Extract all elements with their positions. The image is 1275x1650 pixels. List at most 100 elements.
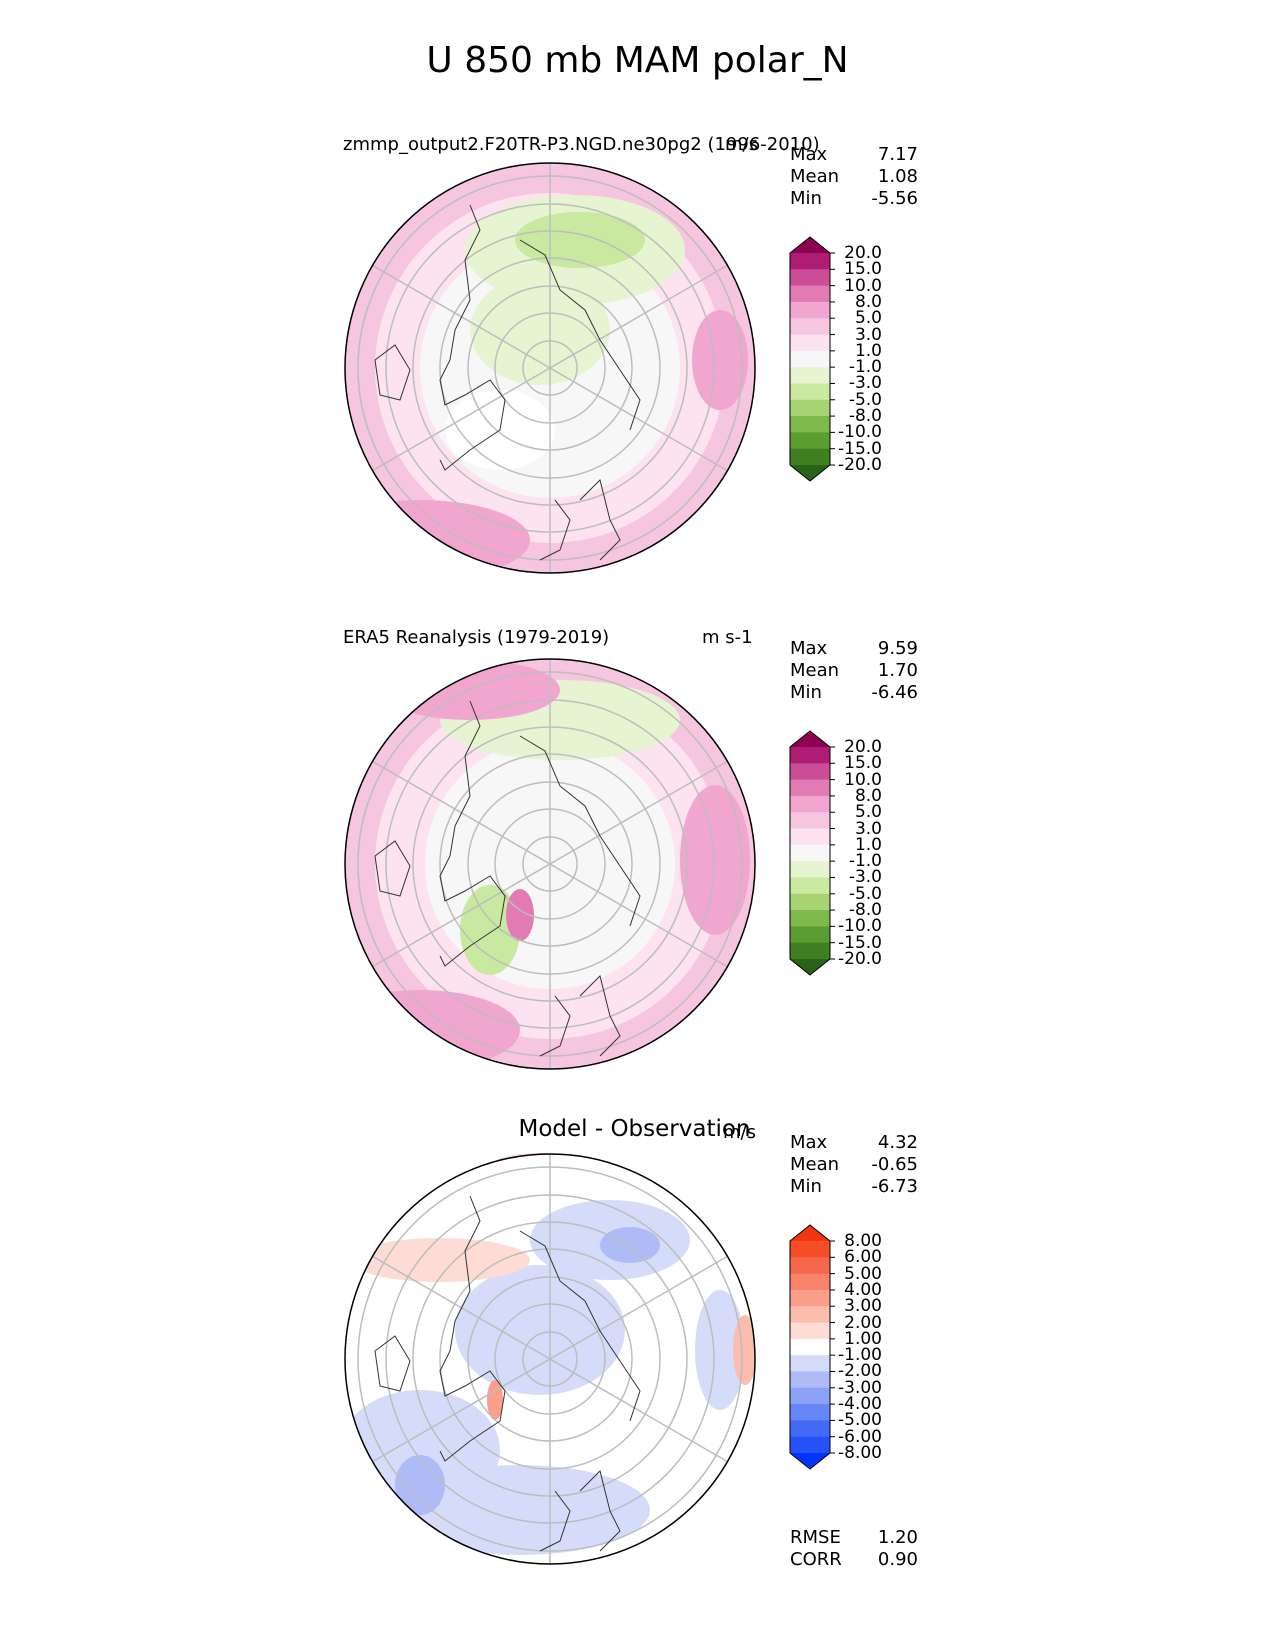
colorbar-segment [790,1420,830,1438]
colorbar-segment [790,861,830,878]
colorbar-segment [790,448,830,466]
colorbar-tick-label: 15.0 [844,259,882,280]
colorbar-segment [790,1436,830,1454]
panel-center-title: Model - Observation [518,1116,751,1142]
colorbar-tick-label: -8.0 [848,406,882,427]
colorbar-extend-min [790,959,830,975]
colorbar-segment [790,926,830,944]
colorbar-tick-label: -3.00 [838,1377,882,1398]
colorbar-segment [790,747,830,764]
colorbar-tick-label: 1.00 [844,1328,882,1349]
colorbar-segment [790,269,830,287]
colorbar-tick-label: 20.0 [844,737,882,757]
colorbar-segment [790,1289,830,1307]
colorbar-tick-label: 2.00 [844,1312,882,1333]
colorbar-tick-label: -3.0 [848,373,882,394]
colorbar-tick-label: -8.00 [838,1443,882,1463]
colorbar-segment [790,1322,830,1340]
colorbar-segment [790,763,830,781]
colorbar-segment [790,1387,830,1405]
colorbar-segment [790,416,830,433]
colorbar-tick-label: -5.0 [848,883,882,904]
colorbar-segment [790,399,830,417]
colorbar-tick-label: 3.00 [844,1296,882,1317]
colorbar-tick-label: -1.00 [838,1345,882,1366]
colorbar-tick-label: -5.0 [848,389,882,410]
panel-units: m/s [725,134,758,155]
colorbar-tick-label: 1.0 [854,834,882,855]
colorbar-tick-label: 8.0 [854,785,882,806]
colorbar-segment [790,877,830,895]
colorbar-tick-label: 6.00 [844,1247,882,1268]
colorbar-segment [790,301,830,319]
colorbar-segment [790,432,830,450]
colorbar-tick-label: -2.00 [838,1361,882,1382]
colorbar-tick-label: 5.0 [854,308,882,329]
colorbar-extend-max [790,237,830,253]
colorbar-tick-label: -8.0 [848,900,882,921]
colorbar-segment [790,1306,830,1324]
colorbar-tick-label: 15.0 [844,753,882,774]
colorbar-segment [790,844,830,862]
colorbar-tick-label: -10.0 [838,422,882,443]
colorbar-tick-label: 8.00 [844,1231,882,1251]
colorbar-segment [790,942,830,960]
colorbar-segment [790,910,830,927]
colorbar-segment [790,893,830,911]
colorbar-tick-label: 10.0 [844,275,882,296]
colorbar-tick-label: -20.0 [838,949,882,969]
colorbar-segment [790,367,830,384]
colorbar-tick-label: 20.0 [844,243,882,263]
colorbar-tick-label: 10.0 [844,769,882,790]
colorbar-tick-label: 3.0 [854,818,882,839]
colorbar-segment [790,828,830,846]
figure-title: U 850 mb MAM polar_N [426,40,849,81]
colorbar-tick-label: -4.00 [838,1394,882,1415]
colorbar-tick-label: -15.0 [838,438,882,459]
colorbar-segment [790,779,830,797]
colorbar-tick-label: 8.0 [854,291,882,312]
colorbar-segment [790,383,830,401]
colorbar-tick-label: 5.0 [854,802,882,823]
panel-units: m s-1 [702,627,753,648]
colorbar-tick-label: -20.0 [838,455,882,475]
colorbar-extend-max [790,731,830,747]
colorbar-segment [790,1355,830,1372]
colorbar-tick-label: -6.00 [838,1426,882,1447]
colorbar-tick-label: 3.0 [854,324,882,345]
colorbar-tick-label: -1.0 [848,357,882,378]
panel-units: m/s [723,1122,756,1143]
colorbar-segment [790,285,830,303]
colorbar-tick-label: -10.0 [838,916,882,937]
colorbar-segment [790,318,830,336]
colorbar-tick-label: 5.00 [844,1263,882,1284]
colorbar-tick-label: -1.0 [848,851,882,872]
colorbar-segment [790,350,830,368]
colorbar-extend-max [790,1225,830,1241]
panel-left-title: zmmp_output2.F20TR-P3.NGD.ne30pg2 (1996-… [343,134,820,155]
colorbar-segment [790,253,830,270]
colorbar-segment [790,334,830,352]
colorbar-tick-label: -15.0 [838,932,882,953]
colorbar-tick-label: -5.00 [838,1410,882,1431]
panel-left-title: ERA5 Reanalysis (1979-2019) [343,627,610,648]
colorbar-tick-label: 1.0 [854,340,882,361]
colorbar-extend-min [790,465,830,481]
colorbar-segment [790,795,830,813]
colorbar-segment [790,1257,830,1275]
colorbar-extend-min [790,1453,830,1469]
colorbar-segment [790,1404,830,1421]
colorbar-segment [790,812,830,830]
colorbar-segment [790,1273,830,1291]
colorbar-segment [790,1241,830,1258]
colorbar-tick-label: -3.0 [848,867,882,888]
